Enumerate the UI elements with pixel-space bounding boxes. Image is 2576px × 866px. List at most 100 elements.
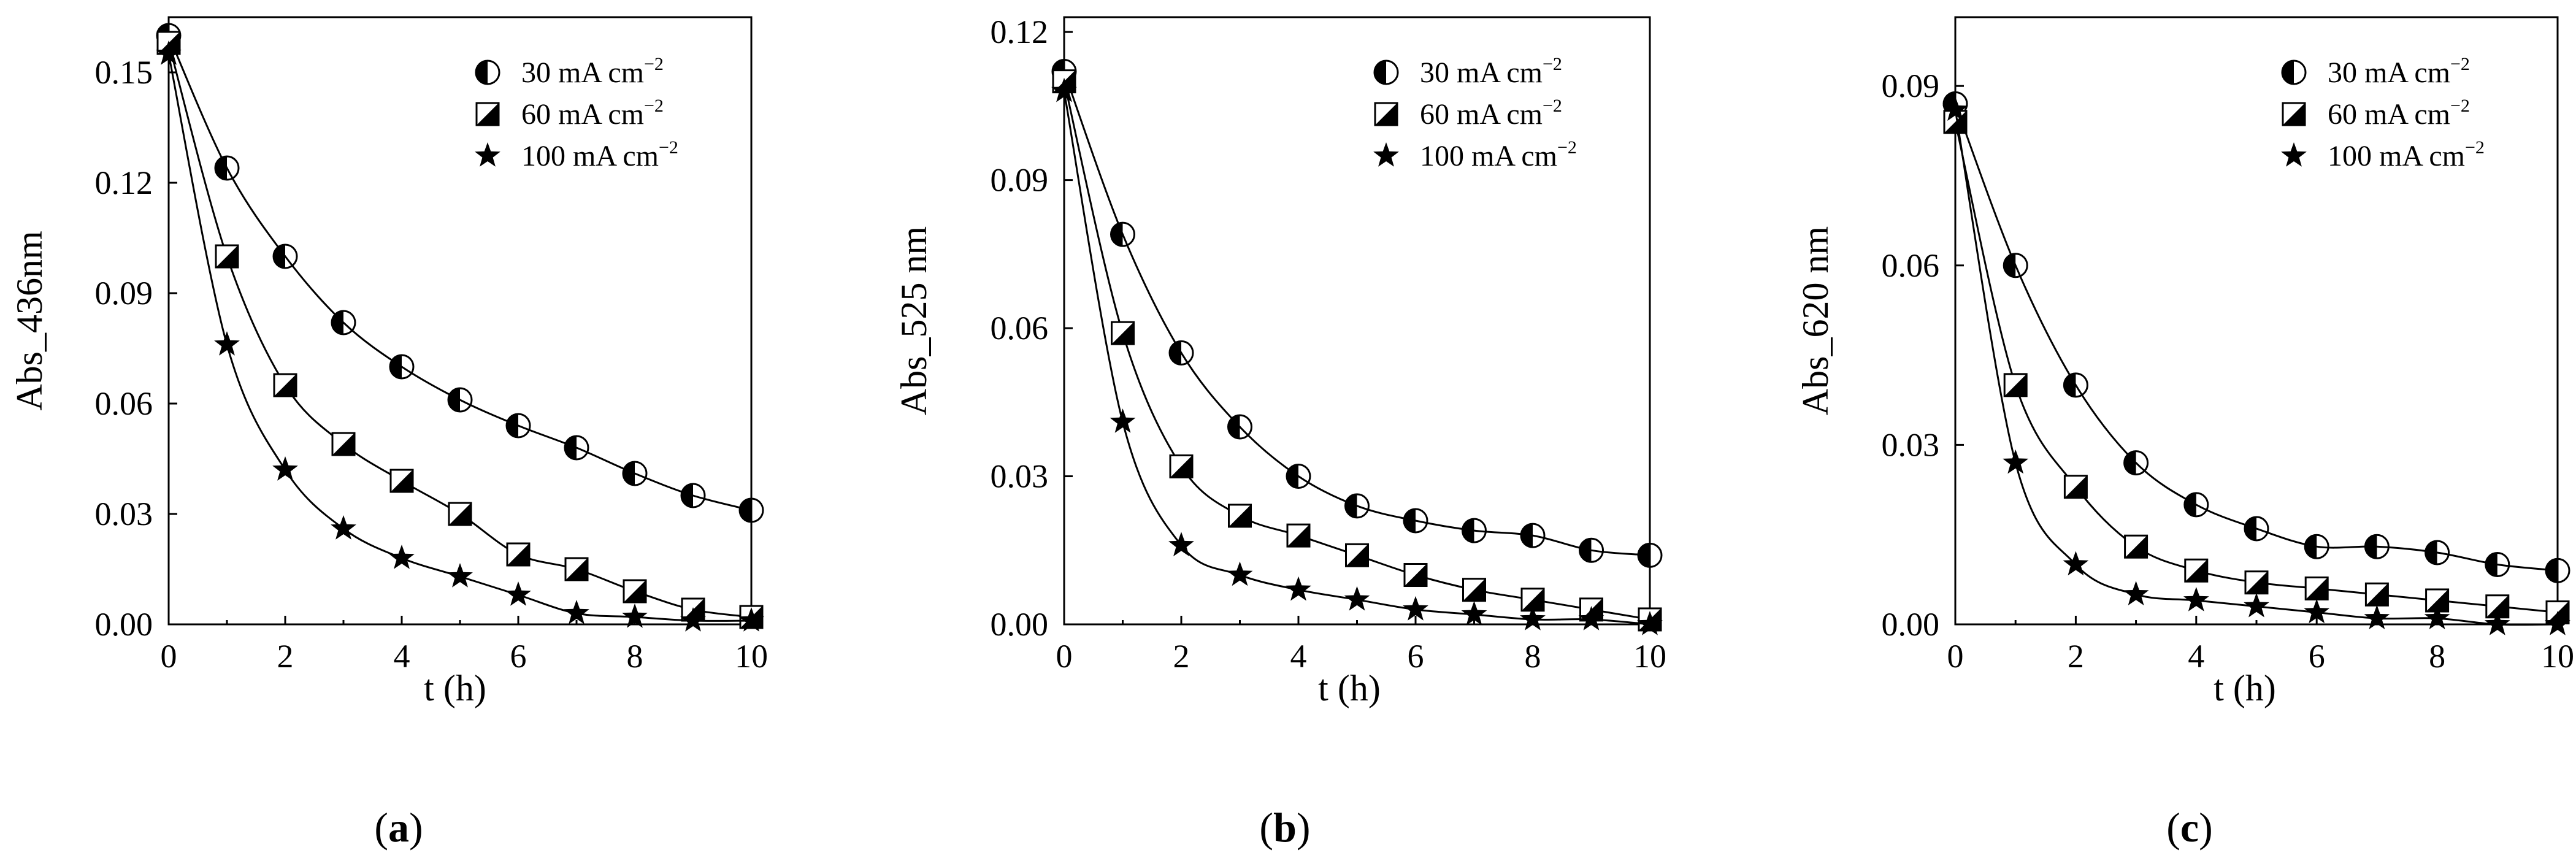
x-tick-label: 0 — [1947, 638, 1964, 675]
star-marker — [505, 581, 531, 606]
series-star — [1942, 96, 2570, 635]
y-tick-label: 0.12 — [95, 164, 153, 201]
square-marker-outline — [1169, 454, 1194, 478]
square-marker-outline — [623, 579, 647, 604]
star-marker — [2003, 449, 2029, 474]
star-marker — [622, 604, 648, 628]
circle-marker-fill — [507, 414, 518, 437]
series-circle-half — [156, 23, 764, 523]
circle-marker-fill — [2245, 516, 2256, 540]
star-marker — [447, 563, 473, 588]
star-marker — [738, 607, 764, 632]
series-curve — [167, 35, 752, 512]
star-marker — [2281, 142, 2307, 167]
circle-marker-fill — [2064, 373, 2076, 397]
circle-marker-outline — [2281, 59, 2307, 85]
circle-marker-outline — [564, 435, 589, 461]
y-tick-label: 0.06 — [1882, 247, 1940, 284]
star-marker — [1942, 96, 1968, 121]
star-marker — [1373, 142, 1399, 167]
star-marker — [2545, 611, 2570, 635]
star-marker — [156, 40, 182, 65]
x-tick-label: 8 — [2429, 638, 2445, 675]
square-marker-fill — [1170, 455, 1192, 478]
circle-marker-fill — [448, 388, 460, 412]
circle-marker-fill — [1374, 61, 1386, 84]
square-marker-fill — [2486, 595, 2509, 618]
y-tick-label: 0.03 — [1882, 426, 1940, 463]
circle-marker-fill — [476, 61, 488, 84]
square-marker-outline — [2282, 102, 2306, 126]
square-marker-fill — [1375, 103, 1397, 125]
star-marker — [680, 607, 706, 632]
square-marker-fill — [1522, 588, 1544, 611]
series-curve — [1954, 103, 2558, 572]
square-marker-outline — [1403, 563, 1428, 588]
legend: 30 mA cm−2 60 mA cm−2 100 mA cm−2 — [1373, 54, 1577, 172]
square-marker-fill — [332, 433, 355, 455]
circle-marker-fill — [2282, 61, 2294, 84]
y-tick-label: 0.00 — [95, 606, 153, 643]
legend-entry: 60 mA cm−2 — [521, 96, 664, 131]
square-marker-outline — [1345, 543, 1369, 567]
plot-frame — [167, 16, 753, 626]
star-marker — [1637, 611, 1663, 635]
x-tick-label: 8 — [627, 638, 643, 675]
y-axis-label: Abs_525 nm — [894, 226, 934, 415]
y-axis-label: Abs_620 nm — [1795, 226, 1836, 415]
legend-entry: 30 mA cm−2 — [1420, 54, 1562, 89]
circle-marker-fill — [215, 156, 227, 180]
chart-panel-c: 0 2 4 6 8 10 0.00 0.03 0.06 0.09 t (h) Abs_620 nm (c… — [1795, 16, 2574, 851]
star-marker — [2424, 605, 2450, 629]
square-marker-outline — [2003, 373, 2028, 397]
circle-marker-outline — [447, 387, 473, 413]
x-tick-label: 2 — [277, 638, 294, 675]
circle-marker-outline — [2244, 516, 2269, 542]
square-marker-outline — [215, 244, 239, 269]
square-marker-outline — [2124, 534, 2149, 559]
star-marker — [1286, 576, 1311, 601]
y-tick-label: 0.03 — [95, 496, 153, 532]
circle-marker-fill — [1579, 538, 1592, 562]
star-marker — [331, 515, 356, 540]
x-axis-label: t (h) — [1318, 668, 1381, 708]
circle-marker-fill — [1111, 223, 1123, 247]
legend-entry: 30 mA cm−2 — [2328, 54, 2470, 89]
series-star — [156, 40, 764, 632]
series-circle-half — [1942, 91, 2570, 583]
square-marker-fill — [2125, 535, 2147, 558]
series-curve — [1063, 81, 1650, 621]
y-tick-label: 0.00 — [991, 606, 1049, 643]
circle-marker-fill — [390, 355, 402, 378]
legend-entry: 100 mA cm−2 — [521, 137, 678, 172]
square-marker-outline — [506, 542, 531, 567]
legend-entry: 60 mA cm−2 — [1420, 96, 1562, 131]
legend-entry: 60 mA cm−2 — [2328, 96, 2470, 131]
square-marker-outline — [1111, 321, 1135, 345]
circle-marker-outline — [2063, 372, 2088, 398]
series-square-half — [1943, 110, 2570, 624]
circle-marker-fill — [1228, 415, 1240, 439]
square-marker-fill — [1111, 322, 1134, 345]
circle-marker-fill — [2004, 253, 2016, 277]
star-marker — [1403, 596, 1428, 621]
x-tick-label: 2 — [1173, 638, 1190, 675]
square-marker-fill — [1287, 524, 1309, 547]
legend: 30 mA cm−2 60 mA cm−2 100 mA cm−2 — [475, 54, 678, 172]
circle-marker-outline — [272, 243, 298, 269]
x-tick-label: 10 — [2541, 638, 2574, 675]
square-marker-fill — [449, 503, 471, 525]
square-marker-fill — [2004, 374, 2027, 396]
chart-panel-b: 0 2 4 6 8 10 0.00 0.03 0.06 0.09 0.12 t (h) Abs_525 … — [894, 13, 1666, 851]
y-tick-label: 0.03 — [991, 458, 1049, 495]
circle-marker-fill — [2485, 553, 2497, 577]
circle-marker-outline — [2545, 558, 2570, 583]
y-tick-label: 0.06 — [991, 310, 1049, 347]
circle-marker-outline — [331, 310, 356, 335]
circle-marker-fill — [2546, 559, 2558, 583]
square-marker-fill — [2306, 577, 2328, 600]
square-marker-fill — [2064, 475, 2087, 498]
x-tick-label: 10 — [735, 638, 768, 675]
legend-entry: 100 mA cm−2 — [1420, 137, 1577, 172]
circle-marker-fill — [1287, 464, 1298, 488]
